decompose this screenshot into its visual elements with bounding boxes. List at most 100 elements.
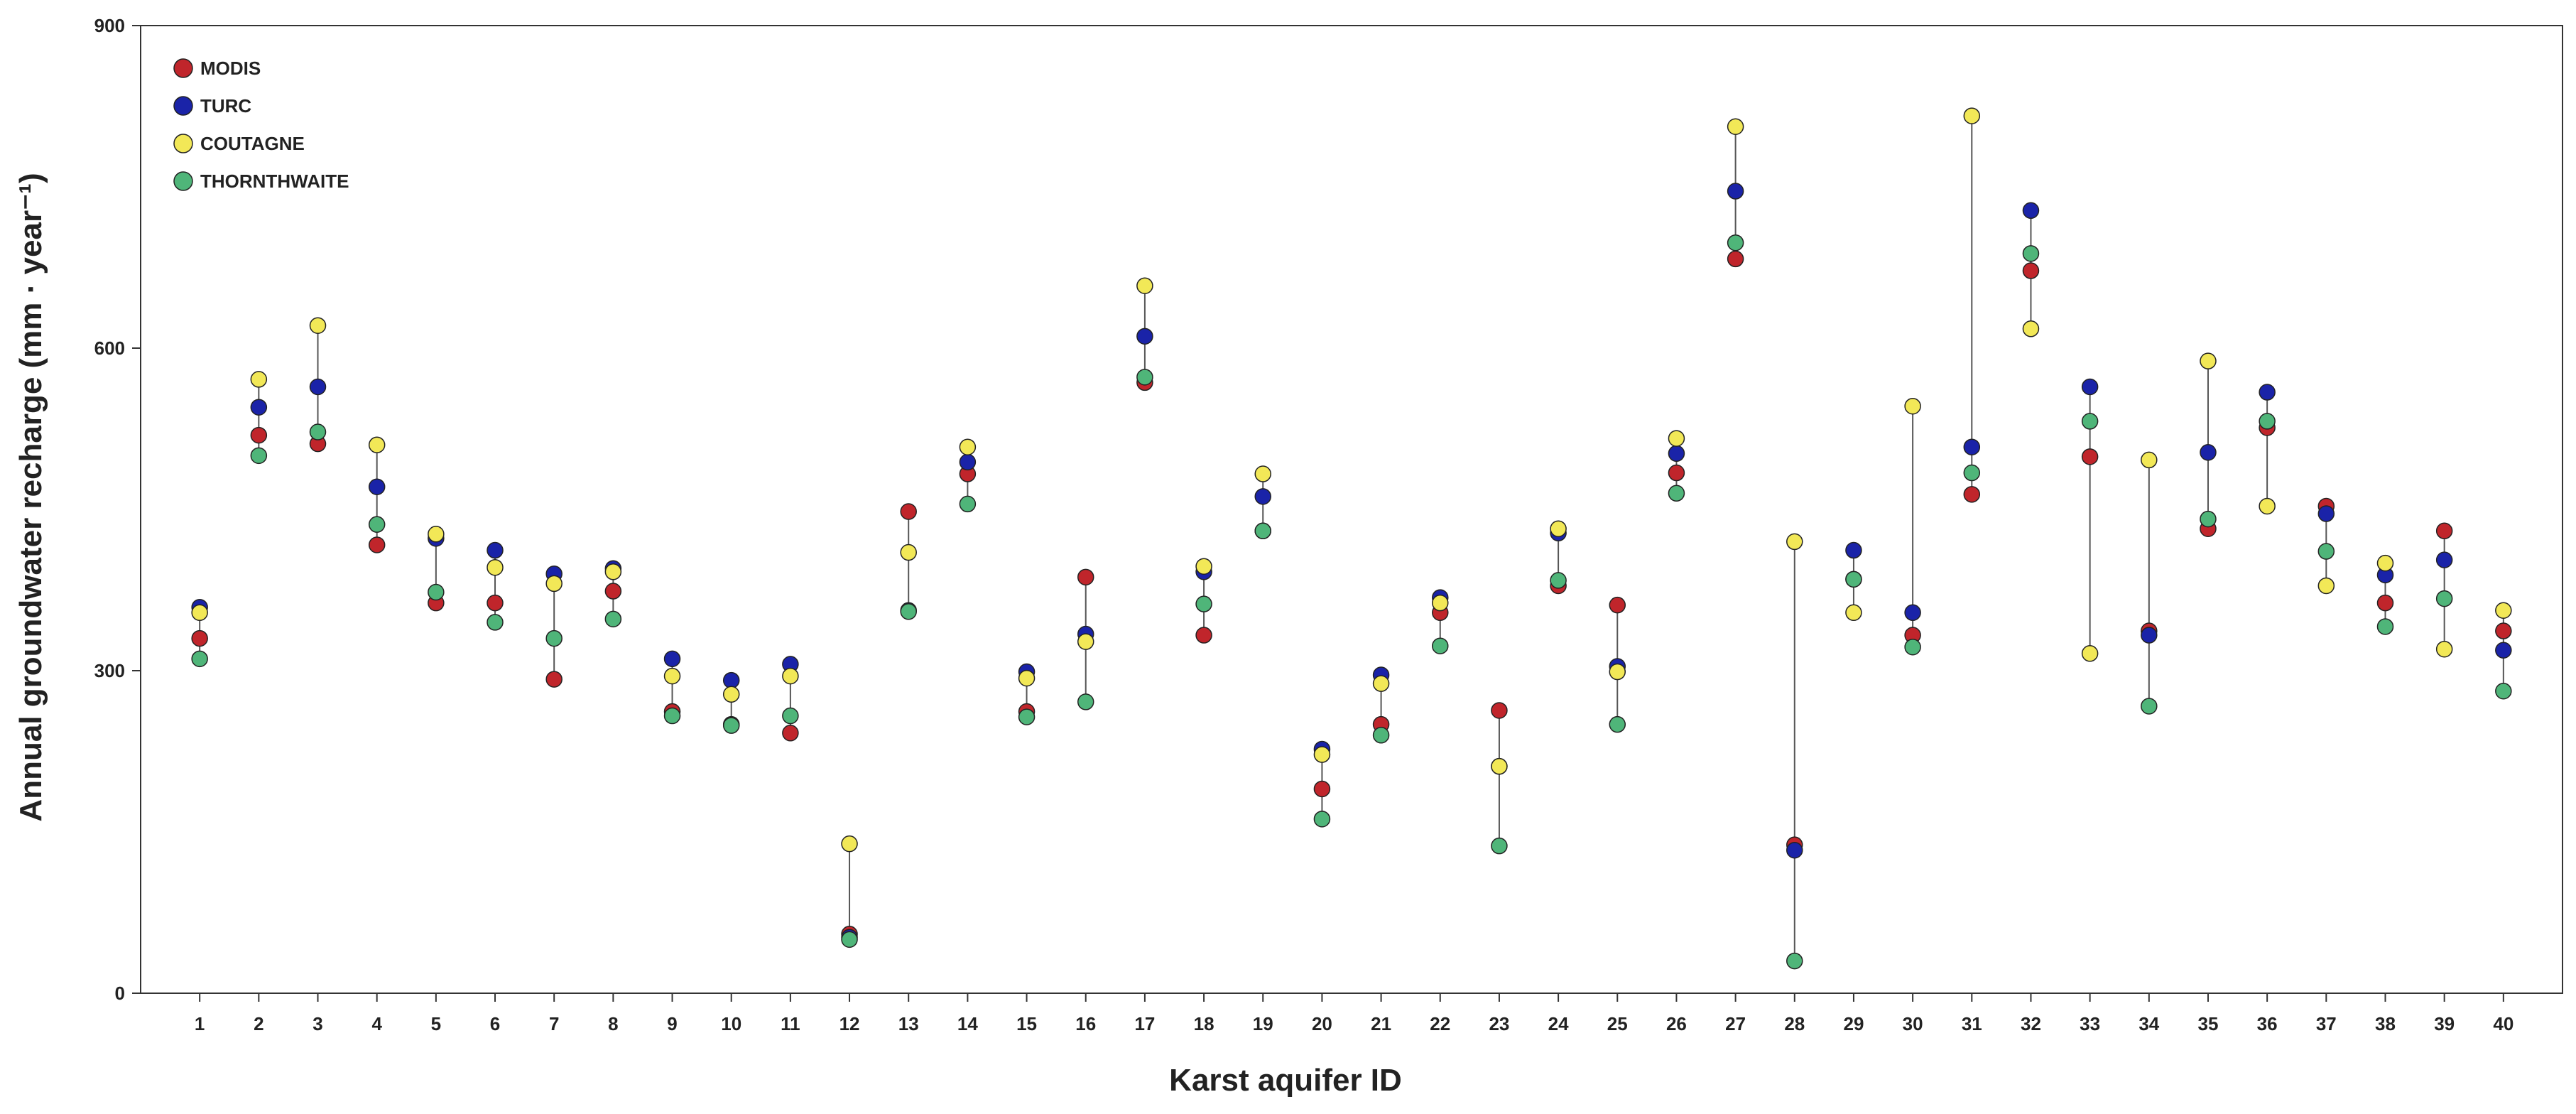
turc-point [487,541,504,559]
thornthwaite-point [1432,637,1449,654]
thornthwaite-point [959,495,977,513]
x-tick-label: 27 [1725,1013,1746,1034]
coutagne-point [250,371,268,388]
modis-point [1077,568,1094,586]
modis-point [1313,780,1331,798]
thornthwaite-point [663,707,681,725]
thornthwaite-point [782,707,799,725]
x-tick-label: 29 [1843,1013,1864,1034]
coutagne-point [2141,451,2158,469]
legend-marker-modis [173,58,193,78]
coutagne-point [309,317,327,334]
turc-point [2495,642,2512,659]
legend-label-thornthwaite: THORNTHWAITE [200,171,349,192]
turc-point [2259,384,2276,401]
x-tick-label: 38 [2375,1013,2396,1034]
x-tick-label: 39 [2434,1013,2455,1034]
coutagne-point [2200,352,2217,369]
coutagne-point [722,686,740,703]
thornthwaite-point [604,610,622,628]
x-tick-label: 40 [2493,1013,2513,1034]
thornthwaite-point [487,614,504,631]
x-tick-label: 16 [1075,1013,1096,1034]
thornthwaite-point [309,423,327,440]
thornthwaite-point [1018,708,1036,725]
turc-point [1254,488,1271,505]
coutagne-point [2376,554,2394,572]
turc-point [250,399,268,416]
coutagne-point [782,667,799,685]
thornthwaite-point [1668,485,1685,502]
coutagne-point [1904,397,1921,415]
modis-point [2081,448,2099,465]
modis-point [250,426,268,444]
modis-point [1195,627,1212,644]
y-tick-label: 600 [94,337,125,359]
coutagne-point [545,575,563,593]
coutagne-point [2317,577,2335,595]
coutagne-point [191,604,208,622]
modis-point [1963,486,1981,503]
y-axis-title: Annual groundwater recharge (mm · year⁻¹… [13,173,48,821]
modis-point [191,629,208,647]
turc-point [2141,627,2158,644]
legend-label-modis: MODIS [200,58,261,79]
legend-marker-coutagne [173,134,193,153]
coutagne-point [1491,757,1508,775]
x-tick-label: 10 [721,1013,741,1034]
turc-point [309,378,327,396]
x-tick-label: 31 [1962,1013,1982,1034]
x-tick-label: 14 [957,1013,978,1034]
turc-point [2317,505,2335,522]
turc-point [1845,541,1862,559]
y-tick-label: 300 [94,660,125,681]
modis-point [782,725,799,742]
modis-point [1609,596,1626,614]
x-tick-label: 3 [313,1013,322,1034]
coutagne-point [1018,669,1036,687]
thornthwaite-point [2141,698,2158,715]
coutagne-point [2259,497,2276,515]
x-tick-label: 33 [2080,1013,2100,1034]
thornthwaite-point [2200,510,2217,528]
thornthwaite-point [841,931,858,948]
turc-point [1904,604,1921,622]
range-lines [199,116,2504,961]
modis-point [2022,262,2040,279]
turc-point [1786,841,1803,859]
x-axis-title: Karst aquifer ID [1169,1063,1402,1098]
coutagne-point [900,544,917,561]
modis-point [2435,522,2453,540]
plot-frame [140,25,2563,994]
x-tick-label: 36 [2257,1013,2278,1034]
thornthwaite-point [2081,413,2099,430]
x-tick-label: 24 [1548,1013,1569,1034]
x-tick-label: 17 [1134,1013,1155,1034]
coutagne-point [1963,107,1981,124]
coutagne-point [368,436,386,453]
modis-point [487,594,504,612]
coutagne-point [1372,675,1390,692]
coutagne-point [2081,645,2099,662]
thornthwaite-point [1195,595,1212,612]
x-tick-label: 35 [2198,1013,2219,1034]
x-tick-label: 21 [1371,1013,1391,1034]
thornthwaite-point [1254,522,1271,540]
x-tick-label: 2 [254,1013,263,1034]
x-tick-label: 19 [1253,1013,1273,1034]
turc-point [1668,445,1685,463]
thornthwaite-point [1727,234,1744,252]
turc-point [959,453,977,471]
x-tick-label: 25 [1607,1013,1628,1034]
thornthwaite-point [1077,693,1094,710]
thornthwaite-point [1845,570,1862,588]
coutagne-point [1786,533,1803,551]
legend-marker-turc [173,96,193,116]
thornthwaite-point [545,629,563,647]
coutagne-point [1432,594,1449,612]
data-points [191,107,2512,970]
thornthwaite-point [2376,618,2394,635]
x-tick-label: 5 [431,1013,441,1034]
thornthwaite-point [191,650,208,668]
